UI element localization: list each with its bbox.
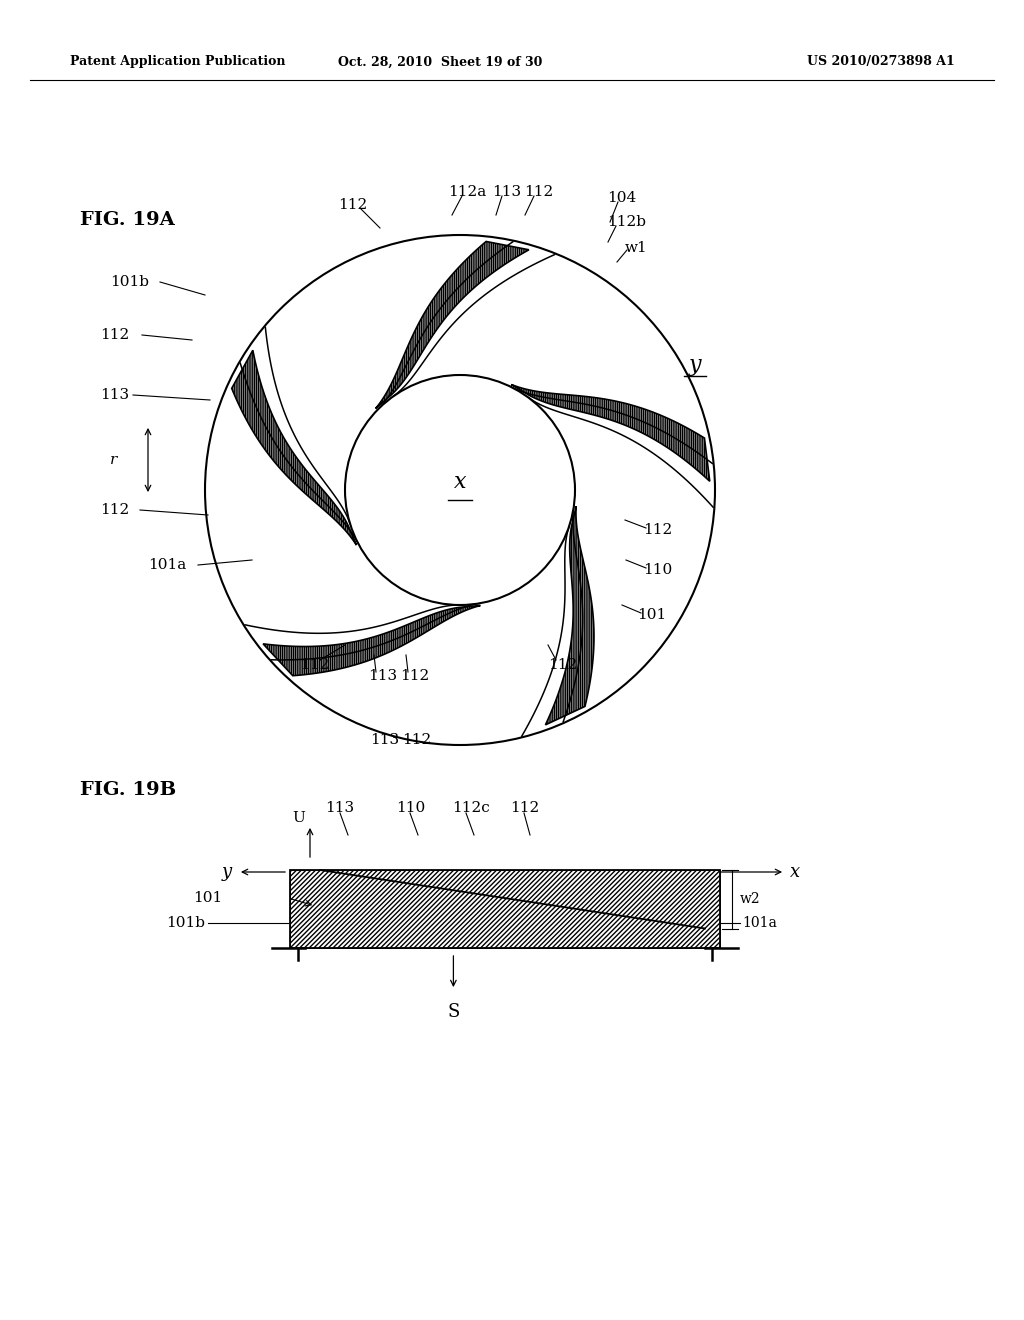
Polygon shape <box>231 350 356 545</box>
Text: 112a: 112a <box>449 185 486 199</box>
Text: US 2010/0273898 A1: US 2010/0273898 A1 <box>807 55 955 69</box>
Polygon shape <box>376 242 528 408</box>
Text: y: y <box>222 863 232 880</box>
Text: 112: 112 <box>400 669 429 682</box>
Text: 110: 110 <box>396 801 425 814</box>
Bar <box>290 870 720 948</box>
Text: 101b: 101b <box>166 916 205 931</box>
Text: U: U <box>292 810 305 825</box>
Text: FIG. 19B: FIG. 19B <box>80 781 176 799</box>
Polygon shape <box>263 606 480 676</box>
Text: 112: 112 <box>548 657 578 672</box>
Text: Patent Application Publication: Patent Application Publication <box>70 55 286 69</box>
Text: S: S <box>447 1003 460 1020</box>
Text: 112: 112 <box>100 503 129 517</box>
Text: Oct. 28, 2010  Sheet 19 of 30: Oct. 28, 2010 Sheet 19 of 30 <box>338 55 542 69</box>
Text: 112: 112 <box>524 185 553 199</box>
Text: w2: w2 <box>740 892 761 907</box>
Text: 101b: 101b <box>110 275 150 289</box>
Text: 113: 113 <box>492 185 521 199</box>
Polygon shape <box>511 384 710 482</box>
Text: 113: 113 <box>370 733 399 747</box>
Text: FIG. 19A: FIG. 19A <box>80 211 175 228</box>
Text: 101: 101 <box>193 891 222 906</box>
Text: x: x <box>790 863 800 880</box>
Text: 101a: 101a <box>742 916 777 931</box>
Text: 101: 101 <box>637 609 667 622</box>
Text: 113: 113 <box>325 801 354 814</box>
Text: 112b: 112b <box>607 215 646 228</box>
Text: 112c: 112c <box>452 801 489 814</box>
Text: 112: 112 <box>338 198 368 213</box>
Bar <box>290 870 720 948</box>
Text: y: y <box>689 354 701 376</box>
Circle shape <box>345 375 575 605</box>
Text: 104: 104 <box>607 191 636 205</box>
Text: 110: 110 <box>643 564 672 577</box>
Text: w1: w1 <box>625 242 648 255</box>
Polygon shape <box>546 507 594 725</box>
Text: 112: 112 <box>402 733 431 747</box>
Text: 112: 112 <box>300 657 330 672</box>
Text: 112: 112 <box>100 327 129 342</box>
Text: r: r <box>110 453 118 467</box>
Text: 101a: 101a <box>148 558 186 572</box>
Text: x: x <box>454 471 466 492</box>
Text: 112: 112 <box>643 523 672 537</box>
Text: 112: 112 <box>510 801 540 814</box>
Text: 113: 113 <box>100 388 129 403</box>
Text: 113: 113 <box>368 669 397 682</box>
